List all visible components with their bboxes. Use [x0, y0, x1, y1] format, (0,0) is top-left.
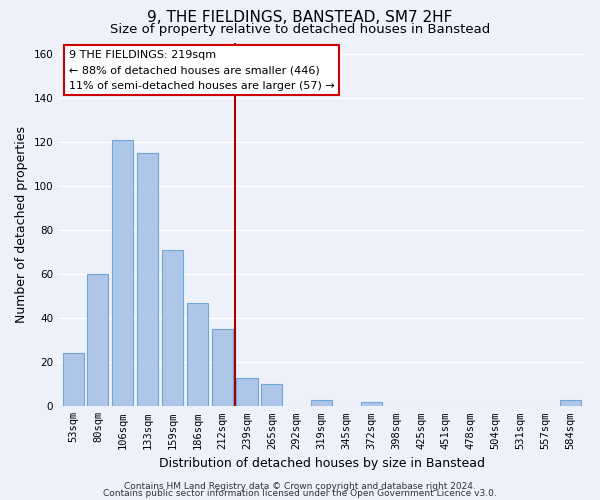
Bar — [137, 152, 158, 406]
Y-axis label: Number of detached properties: Number of detached properties — [15, 126, 28, 323]
Bar — [88, 274, 109, 406]
Bar — [236, 378, 257, 406]
Bar — [187, 302, 208, 406]
Bar — [62, 354, 83, 406]
Text: 9 THE FIELDINGS: 219sqm
← 88% of detached houses are smaller (446)
11% of semi-d: 9 THE FIELDINGS: 219sqm ← 88% of detache… — [69, 50, 334, 91]
Text: Contains HM Land Registry data © Crown copyright and database right 2024.: Contains HM Land Registry data © Crown c… — [124, 482, 476, 491]
Bar — [361, 402, 382, 406]
Bar — [212, 329, 233, 406]
Bar — [311, 400, 332, 406]
Text: Size of property relative to detached houses in Banstead: Size of property relative to detached ho… — [110, 22, 490, 36]
Text: Contains public sector information licensed under the Open Government Licence v3: Contains public sector information licen… — [103, 489, 497, 498]
X-axis label: Distribution of detached houses by size in Banstead: Distribution of detached houses by size … — [158, 457, 485, 470]
Bar — [560, 400, 581, 406]
Bar — [162, 250, 183, 406]
Bar — [112, 140, 133, 406]
Text: 9, THE FIELDINGS, BANSTEAD, SM7 2HF: 9, THE FIELDINGS, BANSTEAD, SM7 2HF — [148, 10, 452, 25]
Bar — [262, 384, 283, 406]
